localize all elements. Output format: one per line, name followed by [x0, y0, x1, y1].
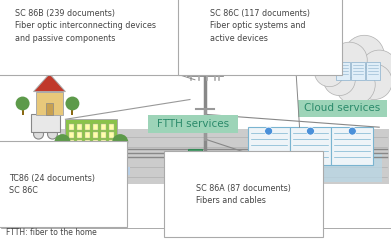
Text: SC 86A (87 documents)
Fibers and cables: SC 86A (87 documents) Fibers and cables [196, 184, 291, 205]
FancyBboxPatch shape [77, 124, 82, 130]
FancyBboxPatch shape [119, 147, 121, 159]
Circle shape [307, 127, 314, 135]
FancyBboxPatch shape [56, 167, 130, 175]
Circle shape [344, 35, 384, 75]
Circle shape [331, 42, 367, 78]
FancyBboxPatch shape [248, 127, 290, 165]
FancyBboxPatch shape [77, 132, 82, 138]
Circle shape [265, 127, 272, 135]
Text: FTTH: fiber to the home: FTTH: fiber to the home [5, 228, 96, 237]
Circle shape [323, 46, 366, 90]
FancyBboxPatch shape [69, 156, 74, 162]
FancyBboxPatch shape [85, 124, 90, 130]
FancyBboxPatch shape [77, 148, 82, 154]
Text: SC 86B (239 documents)
Fiber optic interconnecting devices
and passive component: SC 86B (239 documents) Fiber optic inter… [15, 9, 156, 43]
Circle shape [47, 129, 58, 139]
FancyBboxPatch shape [31, 114, 60, 132]
FancyBboxPatch shape [188, 149, 202, 159]
FancyBboxPatch shape [62, 147, 64, 159]
Circle shape [361, 50, 392, 86]
FancyBboxPatch shape [69, 124, 74, 130]
FancyBboxPatch shape [101, 140, 106, 146]
FancyBboxPatch shape [77, 140, 82, 146]
FancyBboxPatch shape [109, 148, 114, 154]
Circle shape [112, 134, 128, 150]
FancyBboxPatch shape [290, 127, 331, 165]
Polygon shape [60, 129, 389, 184]
FancyBboxPatch shape [71, 107, 73, 115]
Text: TC86 (24 documents)
SC 86C: TC86 (24 documents) SC 86C [9, 174, 94, 195]
Circle shape [54, 134, 71, 150]
Circle shape [336, 65, 375, 104]
FancyBboxPatch shape [331, 127, 373, 165]
FancyBboxPatch shape [101, 156, 106, 162]
FancyBboxPatch shape [85, 132, 90, 138]
FancyBboxPatch shape [366, 62, 380, 80]
FancyBboxPatch shape [69, 148, 74, 154]
FancyBboxPatch shape [93, 156, 98, 162]
FancyBboxPatch shape [101, 148, 106, 154]
FancyBboxPatch shape [298, 99, 387, 117]
FancyBboxPatch shape [85, 140, 90, 146]
FancyBboxPatch shape [93, 132, 98, 138]
Circle shape [356, 64, 392, 99]
FancyBboxPatch shape [101, 124, 106, 130]
Circle shape [16, 97, 29, 110]
FancyBboxPatch shape [109, 140, 114, 146]
FancyBboxPatch shape [85, 156, 90, 162]
Text: FTTH services: FTTH services [157, 119, 229, 129]
Circle shape [348, 127, 356, 135]
FancyBboxPatch shape [148, 115, 238, 133]
Circle shape [323, 64, 355, 96]
FancyBboxPatch shape [22, 107, 24, 115]
FancyBboxPatch shape [93, 124, 98, 130]
FancyBboxPatch shape [109, 156, 114, 162]
FancyBboxPatch shape [351, 62, 365, 80]
FancyBboxPatch shape [69, 140, 74, 146]
FancyBboxPatch shape [85, 148, 90, 154]
FancyBboxPatch shape [109, 124, 114, 130]
FancyBboxPatch shape [77, 156, 82, 162]
FancyBboxPatch shape [36, 92, 64, 115]
FancyBboxPatch shape [93, 148, 98, 154]
FancyBboxPatch shape [45, 103, 53, 115]
Circle shape [34, 129, 44, 139]
FancyBboxPatch shape [109, 132, 114, 138]
Text: SC 86C (117 documents)
Fiber optic systems and
active devices: SC 86C (117 documents) Fiber optic syste… [210, 9, 310, 43]
FancyBboxPatch shape [336, 62, 350, 80]
Polygon shape [34, 74, 65, 92]
FancyBboxPatch shape [245, 154, 382, 182]
FancyBboxPatch shape [101, 132, 106, 138]
Circle shape [314, 57, 344, 87]
Circle shape [65, 97, 80, 110]
FancyBboxPatch shape [69, 132, 74, 138]
FancyBboxPatch shape [65, 119, 117, 169]
Text: Cloud services: Cloud services [304, 103, 381, 114]
FancyBboxPatch shape [93, 140, 98, 146]
